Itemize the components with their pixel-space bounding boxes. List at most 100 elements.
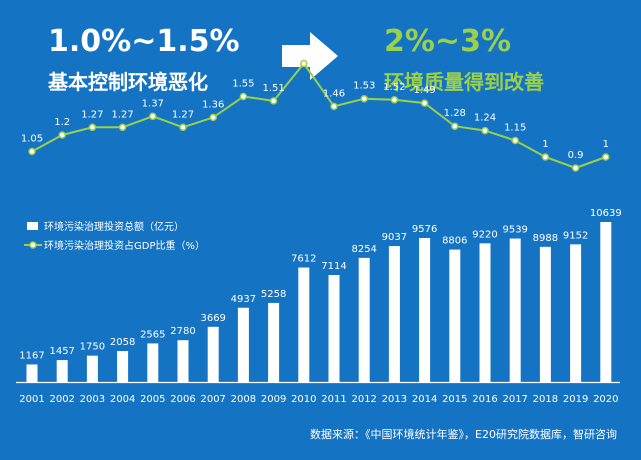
bar-label-2004: 2058 — [110, 337, 135, 348]
bar-label-2015: 8806 — [442, 236, 467, 247]
bar-label-2005: 2565 — [140, 329, 165, 340]
bar-2010 — [298, 267, 310, 382]
x-tick-2012: 2012 — [351, 394, 376, 405]
x-tick-2019: 2019 — [563, 394, 588, 405]
gdp-share-point-2007 — [209, 113, 217, 122]
x-tick-2014: 2014 — [412, 394, 437, 405]
bar-2020 — [600, 222, 612, 382]
gdp-share-point-2014 — [420, 99, 429, 107]
bar-label-2014: 9576 — [412, 224, 437, 235]
x-tick-2006: 2006 — [170, 394, 195, 405]
bar-label-2003: 1750 — [80, 342, 105, 353]
bar-2005 — [147, 343, 159, 382]
gdp-share-point-2019 — [571, 164, 580, 172]
gdp-share-label-2006: 1.27 — [172, 109, 194, 120]
headline-banner: 1.0%~1.5% 基本控制环境恶化 2%~3% 环境质量得到改善 — [0, 0, 641, 110]
bar-2007 — [207, 326, 219, 382]
bar-2008 — [237, 307, 249, 382]
x-tick-2001: 2001 — [19, 394, 44, 405]
x-tick-2002: 2002 — [49, 394, 74, 405]
bar-2019 — [570, 244, 582, 382]
bar-label-2011: 7114 — [321, 261, 346, 272]
gdp-share-label-2017: 1.15 — [504, 123, 526, 134]
legend-bar-swatch — [27, 222, 38, 230]
bar-2016 — [479, 243, 491, 382]
gdp-share-label-2010: 1.85 — [293, 46, 315, 57]
gdp-share-label-2005: 1.37 — [142, 98, 164, 109]
gdp-share-point-2011 — [330, 102, 338, 111]
legend-line-label: 环境污染治理投资占GDP比重（%） — [44, 239, 205, 252]
bar-label-2012: 8254 — [351, 244, 376, 255]
bar-label-2013: 9037 — [382, 232, 407, 243]
bar-2002 — [56, 360, 68, 382]
gdp-share-label-2018: 1 — [542, 139, 548, 150]
gdp-share-point-2012 — [360, 94, 368, 103]
right-arrow-icon — [282, 32, 338, 80]
gdp-share-point-2004 — [118, 123, 127, 132]
x-tick-2018: 2018 — [533, 394, 558, 405]
gdp-share-point-2006 — [179, 123, 187, 132]
gdp-share-point-2017 — [511, 136, 519, 145]
gdp-share-label-2009: 1.51 — [262, 83, 284, 94]
bar-label-2009: 5258 — [261, 289, 286, 300]
legend-bar-label: 环境污染治理投资总额（亿元） — [44, 220, 184, 233]
bar-label-2010: 7612 — [291, 254, 316, 265]
bar-label-2020: 10639 — [590, 208, 622, 219]
gdp-share-point-2003 — [88, 123, 97, 132]
bar-2015 — [449, 249, 461, 382]
x-tick-2008: 2008 — [231, 394, 256, 405]
bar-2009 — [268, 302, 280, 382]
gdp-share-label-2011: 1.46 — [323, 88, 345, 99]
gdp-share-point-2010 — [300, 59, 308, 68]
gdp-share-label-2002: 1.2 — [54, 117, 70, 128]
bar-2013 — [388, 246, 400, 382]
bar-2003 — [86, 355, 98, 382]
gdp-share-point-2009 — [269, 97, 278, 105]
gdp-share-label-2001: 1.05 — [21, 134, 43, 145]
x-tick-2013: 2013 — [382, 394, 407, 405]
gdp-share-point-2020 — [602, 153, 610, 161]
bar-2001 — [26, 364, 38, 382]
current-range-headline: 1.0%~1.5% — [48, 24, 240, 59]
x-tick-2003: 2003 — [80, 394, 105, 405]
bar-label-2018: 8988 — [533, 233, 558, 244]
gdp-share-label-2007: 1.36 — [202, 99, 224, 110]
x-tick-2015: 2015 — [442, 394, 467, 405]
legend-line-marker — [29, 241, 37, 249]
bar-label-2002: 1457 — [49, 346, 74, 357]
gdp-share-point-2002 — [58, 131, 66, 139]
current-range-caption: 基本控制环境恶化 — [48, 70, 208, 94]
bar-2004 — [117, 351, 129, 382]
gdp-share-point-2005 — [149, 112, 157, 121]
bar-label-2007: 3669 — [200, 313, 225, 324]
investment-chart: 1167 1457 1750 2058 2565 2780 3669 4937 5258 7612… — [16, 46, 622, 405]
gdp-share-label-2019: 0.9 — [568, 150, 584, 161]
x-tick-2016: 2016 — [472, 394, 497, 405]
gdp-share-label-2008: 1.55 — [232, 79, 254, 90]
gdp-share-label-2014: 1.49 — [413, 85, 435, 96]
bar-label-2017: 9539 — [502, 225, 527, 236]
bar-label-2016: 9220 — [472, 229, 497, 240]
gdp-share-label-2003: 1.27 — [81, 109, 103, 120]
target-range-caption: 环境质量得到改善 — [384, 70, 544, 94]
gdp-share-label-2013: 1.52 — [383, 82, 405, 93]
x-tick-2011: 2011 — [321, 394, 346, 405]
gdp-share-label-2020: 1 — [603, 139, 609, 150]
bar-2012 — [358, 257, 370, 382]
x-tick-2007: 2007 — [200, 394, 225, 405]
gdp-share-point-2015 — [451, 122, 459, 130]
bar-2006 — [177, 340, 189, 382]
bar-label-2006: 2780 — [170, 326, 195, 337]
gdp-share-label-2004: 1.27 — [111, 109, 133, 120]
target-range-headline: 2%~3% — [384, 24, 512, 59]
bar-label-2019: 9152 — [563, 230, 588, 241]
gdp-share-label-2016: 1.24 — [474, 113, 496, 124]
x-tick-2020: 2020 — [593, 394, 618, 405]
x-tick-2009: 2009 — [261, 394, 286, 405]
gdp-share-point-2016 — [481, 126, 489, 135]
gdp-share-label-2015: 1.28 — [444, 108, 466, 119]
bar-label-2008: 4937 — [231, 294, 256, 305]
gdp-share-line — [31, 61, 607, 170]
bar-2018 — [539, 246, 551, 382]
bar-2011 — [328, 275, 340, 382]
